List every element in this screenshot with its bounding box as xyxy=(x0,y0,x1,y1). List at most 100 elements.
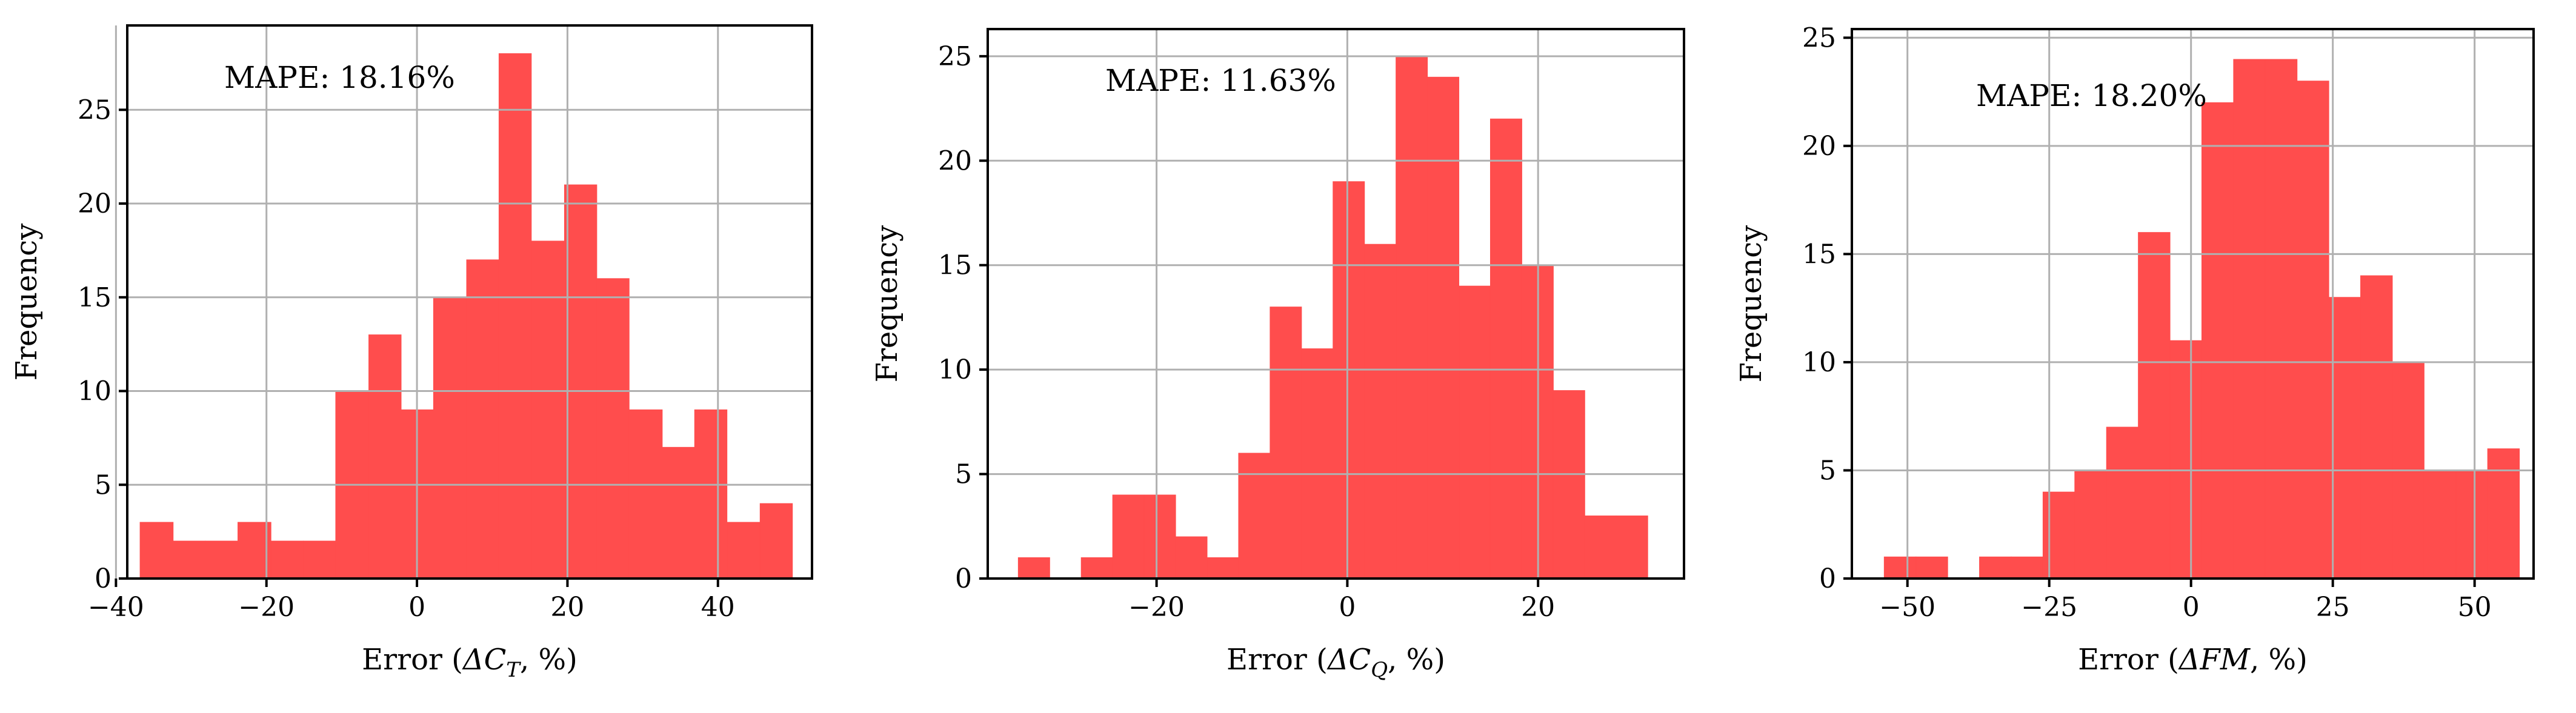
histogram-bar-19 xyxy=(2487,448,2520,579)
y-tick-label: 10 xyxy=(78,376,111,407)
histogram-bar-19 xyxy=(1616,516,1648,579)
histogram-bar-17 xyxy=(1553,390,1585,579)
histogram-bar-15 xyxy=(628,409,663,579)
x-axis-label: Error (ΔCQ, %) xyxy=(1226,643,1445,682)
histogram-bar-13 xyxy=(1427,76,1460,579)
x-axis-label: Error (ΔCT, %) xyxy=(362,643,577,682)
histogram-bar-9 xyxy=(1301,348,1334,579)
histogram-bar-4 xyxy=(270,540,304,579)
x-tick-label: 25 xyxy=(2316,592,2350,623)
plot-frame xyxy=(987,28,1685,580)
y-tick-label: 0 xyxy=(95,563,111,594)
histogram-bar-3 xyxy=(238,522,271,579)
x-tick-label: 20 xyxy=(550,592,584,623)
histogram-bar-18 xyxy=(1584,516,1617,579)
histogram-bar-2 xyxy=(205,540,239,579)
histogram-bar-13 xyxy=(564,184,597,579)
histogram-bar-15 xyxy=(1489,118,1522,579)
ticks: −20 0 20 0 5 10 15 20 25 xyxy=(938,41,1555,623)
y-tick-label: 20 xyxy=(938,145,972,176)
histogram-bar-1 xyxy=(173,540,206,579)
histogram-bar-9 xyxy=(433,297,467,579)
y-axis-label: Frequency xyxy=(10,224,44,381)
y-tick-label: 20 xyxy=(1802,131,1836,162)
histogram-bar-4 xyxy=(2011,556,2043,579)
histogram-fm-svg: −50 −25 0 25 50 0 5 10 15 20 25 MAPE: 18.20% Frequen… xyxy=(1734,22,2535,677)
histogram-bar-12 xyxy=(2265,59,2298,579)
ticks: −50 −25 0 25 50 0 5 10 15 20 25 xyxy=(1802,22,2492,623)
histogram-bar-0 xyxy=(1883,556,1917,579)
histogram-bar-10 xyxy=(2201,102,2234,579)
histogram-bar-10 xyxy=(1333,181,1365,579)
histogram-bar-9 xyxy=(2169,340,2202,579)
bars xyxy=(139,53,793,579)
histogram-bar-14 xyxy=(1459,285,1491,579)
histogram-panel-cq: −20 0 20 0 5 10 15 20 25 MAPE: 11.63% Frequency Err… xyxy=(859,0,1717,710)
histogram-bar-11 xyxy=(2233,59,2266,579)
ticks: −40 −20 0 20 40 0 5 10 15 20 25 xyxy=(78,95,735,623)
histogram-bar-1 xyxy=(1915,556,1948,579)
x-tick-label: 40 xyxy=(701,592,735,623)
x-tick-label: 0 xyxy=(2183,592,2200,623)
histogram-bar-15 xyxy=(2360,275,2393,579)
histogram-bar-19 xyxy=(759,503,793,579)
histogram-bar-10 xyxy=(466,259,499,579)
histogram-bar-3 xyxy=(1112,494,1145,579)
y-tick-label: 10 xyxy=(1802,347,1836,378)
histogram-bar-12 xyxy=(531,240,565,579)
x-tick-label: −20 xyxy=(1128,592,1185,623)
y-tick-label: 15 xyxy=(938,250,972,281)
histogram-bar-8 xyxy=(1270,307,1302,579)
histogram-bar-8 xyxy=(2138,232,2171,579)
plot-frame xyxy=(126,24,813,580)
x-tick-label: −20 xyxy=(238,592,295,623)
y-tick-label: 15 xyxy=(1802,239,1836,270)
histogram-bar-12 xyxy=(1396,56,1428,579)
histogram-bar-5 xyxy=(303,540,336,579)
mape-annotation: MAPE: 18.16% xyxy=(224,60,455,95)
x-tick-label: −40 xyxy=(88,592,144,623)
histogram-bar-7 xyxy=(368,334,402,579)
y-tick-label: 5 xyxy=(1819,455,1836,486)
y-tick-label: 0 xyxy=(1819,563,1836,594)
y-tick-label: 25 xyxy=(938,41,972,72)
histogram-bar-7 xyxy=(2106,426,2139,579)
y-tick-label: 20 xyxy=(78,188,111,219)
x-tick-label: 0 xyxy=(1339,592,1356,623)
x-axis-label: Error (ΔFM, %) xyxy=(2078,643,2308,677)
histogram-bar-18 xyxy=(2455,469,2488,579)
histogram-ct-svg: −40 −20 0 20 40 0 5 10 15 20 25 MAPE: 18.16% Frequen… xyxy=(10,24,813,682)
histogram-bar-5 xyxy=(1175,536,1208,579)
histogram-bar-11 xyxy=(1364,244,1397,579)
plot-frame xyxy=(1851,28,2535,580)
y-axis-label: Frequency xyxy=(1734,225,1768,383)
y-tick-label: 5 xyxy=(95,469,111,500)
histogram-bar-18 xyxy=(727,522,760,579)
y-tick-label: 10 xyxy=(938,354,972,385)
x-tick-label: −50 xyxy=(1879,592,1935,623)
histogram-bar-11 xyxy=(498,53,532,579)
histogram-bar-17 xyxy=(2423,469,2457,579)
y-tick-label: 25 xyxy=(1802,22,1836,53)
bars xyxy=(1017,56,1648,579)
x-tick-label: −25 xyxy=(2021,592,2077,623)
histogram-bar-2 xyxy=(1080,557,1113,579)
x-tick-label: 0 xyxy=(408,592,425,623)
histogram-panel-fm: −50 −25 0 25 50 0 5 10 15 20 25 MAPE: 18.20% Frequen… xyxy=(1717,0,2576,710)
histogram-bar-0 xyxy=(1017,557,1050,579)
x-tick-label: 50 xyxy=(2458,592,2492,623)
y-tick-label: 15 xyxy=(78,282,111,313)
y-axis-label: Frequency xyxy=(870,225,904,383)
histogram-bar-16 xyxy=(662,446,695,579)
mape-annotation: MAPE: 18.20% xyxy=(1976,78,2207,113)
y-tick-label: 5 xyxy=(955,459,972,490)
histogram-bar-0 xyxy=(139,522,174,579)
mape-annotation: MAPE: 11.63% xyxy=(1105,63,1336,98)
histogram-bar-14 xyxy=(596,278,630,579)
bars xyxy=(1883,59,2520,579)
histogram-bar-3 xyxy=(1979,556,2012,579)
histogram-bar-6 xyxy=(1206,557,1239,579)
x-tick-label: 20 xyxy=(1521,592,1555,623)
y-tick-label: 0 xyxy=(955,563,972,594)
histogram-bar-4 xyxy=(1143,494,1176,579)
